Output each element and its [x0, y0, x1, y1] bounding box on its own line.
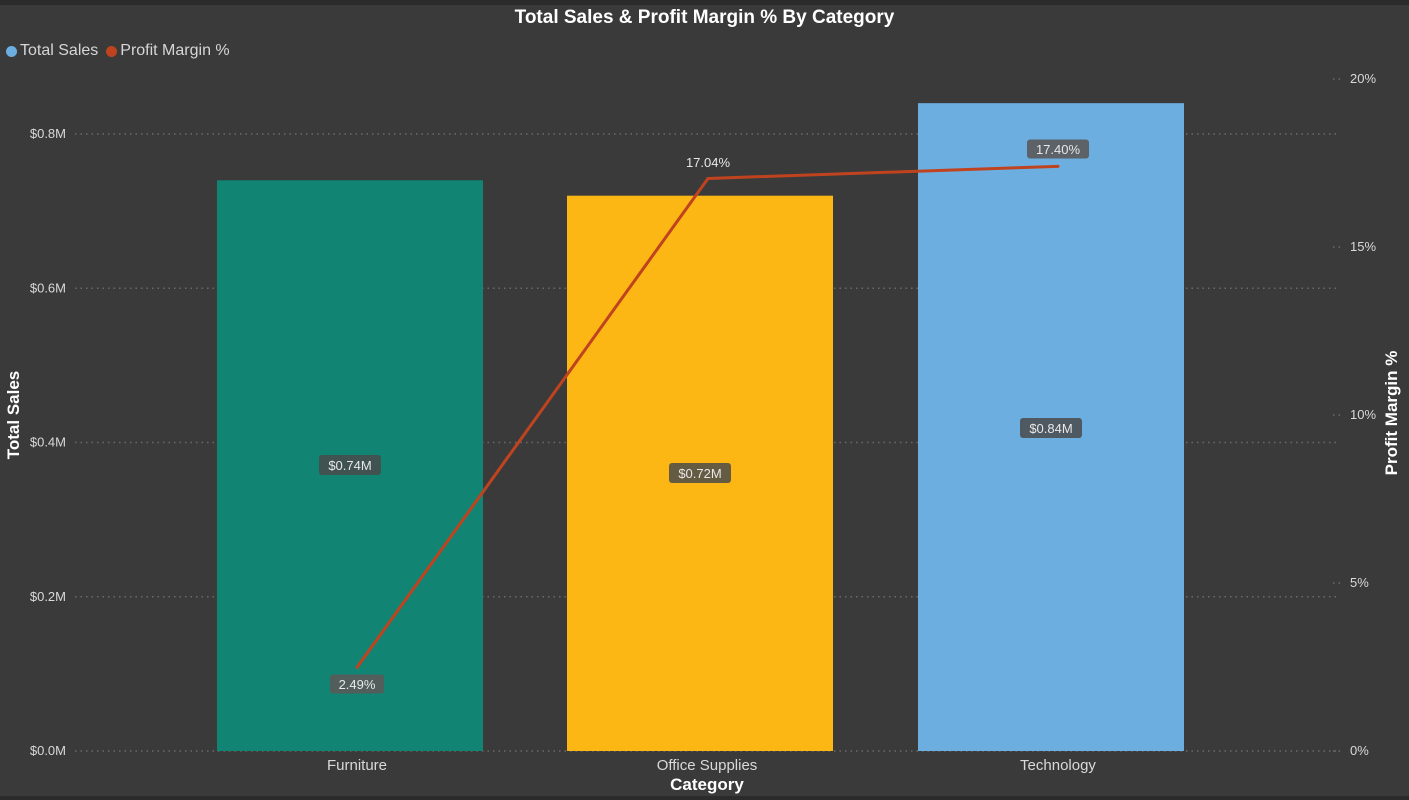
x-tick-label-technology: Technology	[1020, 757, 1096, 774]
legend-dot-profit-margin	[106, 45, 118, 57]
chart-legend: Total Sales Profit Margin %	[6, 42, 238, 60]
line-point-technology	[1056, 164, 1060, 168]
legend-item-profit-margin[interactable]: Profit Margin %	[106, 42, 230, 60]
y-tick-label: $0.2M	[30, 589, 66, 604]
y2-tick-label: 20%	[1350, 71, 1376, 86]
line-data-label-technology: 17.40%	[1036, 142, 1081, 157]
bar-data-label-office-supplies: $0.72M	[678, 466, 721, 481]
bar-label-bg-furniture	[319, 455, 381, 475]
bottom-border	[0, 796, 1409, 800]
y2-axis-title: Profit Margin %	[1382, 351, 1401, 476]
x-tick-label-furniture: Furniture	[327, 757, 387, 774]
line-point-furniture	[355, 665, 359, 669]
y-tick-label: $0.8M	[30, 126, 66, 141]
line-data-label-furniture: 2.49%	[339, 677, 376, 692]
line-label-bg-furniture	[330, 674, 384, 694]
bar-label-bg-office-supplies	[669, 463, 731, 483]
line-label-bg-technology	[1027, 139, 1089, 159]
y-tick-label: $0.4M	[30, 435, 66, 450]
legend-item-total-sales[interactable]: Total Sales	[6, 42, 98, 60]
top-border	[0, 0, 1409, 5]
y2-tick-label: 10%	[1350, 407, 1376, 422]
legend-label-total-sales: Total Sales	[20, 42, 99, 59]
y2-tick-label: 5%	[1350, 575, 1369, 590]
legend-dot-total-sales	[6, 45, 17, 57]
y-tick-label: $0.0M	[30, 743, 66, 758]
x-axis-title: Category	[670, 775, 744, 794]
y2-tick-label: 15%	[1350, 239, 1376, 254]
chart-title: Total Sales & Profit Margin % By Categor…	[514, 7, 895, 28]
y-axis-title: Total Sales	[4, 371, 23, 460]
bar-label-bg-technology	[1020, 418, 1082, 438]
line-point-office-supplies	[706, 176, 710, 180]
bar-data-label-technology: $0.84M	[1029, 421, 1072, 436]
y2-tick-label: 0%	[1350, 743, 1369, 758]
y-tick-label: $0.6M	[30, 280, 66, 295]
x-tick-label-office-supplies: Office Supplies	[657, 757, 758, 774]
line-data-label-office-supplies: 17.04%	[686, 155, 731, 170]
legend-label-profit-margin: Profit Margin %	[120, 42, 230, 59]
bar-data-label-furniture: $0.74M	[328, 458, 371, 473]
